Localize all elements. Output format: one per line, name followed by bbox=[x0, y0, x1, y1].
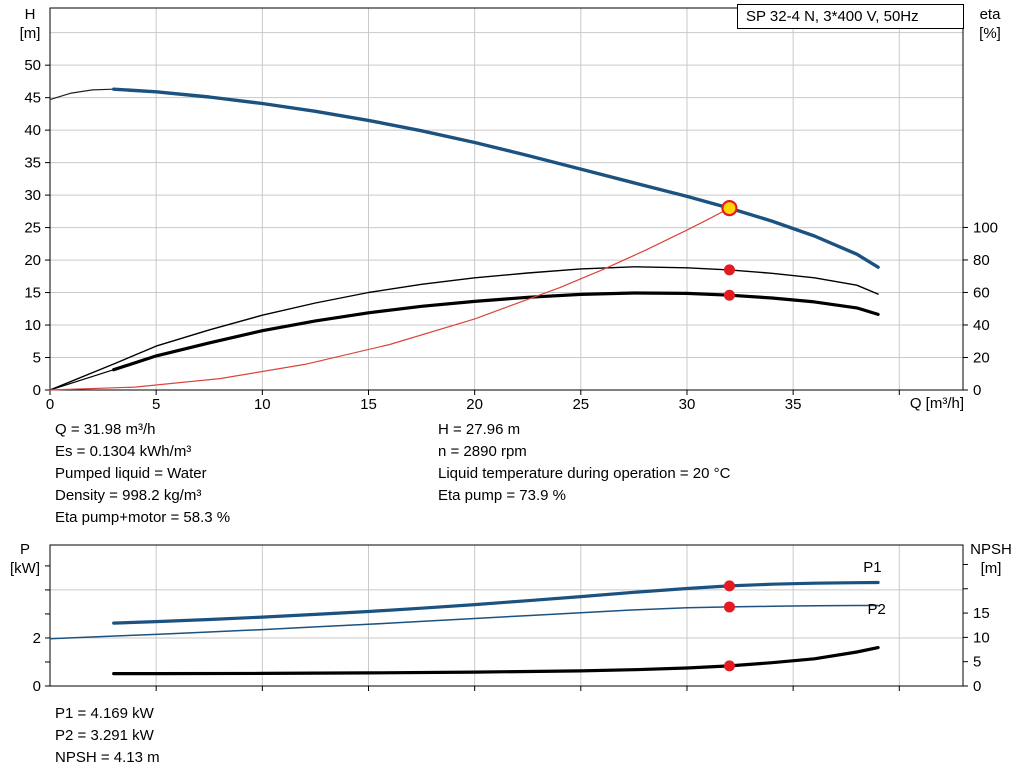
x-tick-label: 20 bbox=[466, 396, 483, 413]
info-density: Density = 998.2 kg/m³ bbox=[55, 487, 202, 504]
power-npsh-chart: 0 2 0 5 10 15 P1 P2 bbox=[33, 544, 990, 695]
y-right-tick-label: 5 bbox=[973, 654, 981, 671]
x-tick-label: 35 bbox=[785, 396, 802, 413]
eta-axis-title: eta [%] bbox=[964, 5, 1016, 43]
p1-duty-dot bbox=[723, 580, 735, 592]
y-right-tick-label: 100 bbox=[973, 219, 998, 236]
series-head-curve-extension bbox=[49, 88, 115, 101]
info-liquid-temperature: Liquid temperature during operation = 20… bbox=[438, 465, 731, 482]
y-right-tick-label: 15 bbox=[973, 605, 990, 622]
y-right-tick-label: 20 bbox=[973, 349, 990, 366]
eta-axis-title-line1: eta bbox=[979, 6, 1001, 23]
duty-info-left-column: Q = 31.98 m³/h Es = 0.1304 kWh/m³ Pumped… bbox=[55, 419, 230, 529]
head-axis-title-line1: H bbox=[24, 6, 36, 23]
plot-frame bbox=[49, 7, 964, 391]
x-tick-label: 15 bbox=[360, 396, 377, 413]
y-left-tick-label: 50 bbox=[24, 57, 41, 74]
y-left-tick-label: 45 bbox=[24, 90, 41, 107]
eta-pump-motor-duty-dot bbox=[723, 289, 735, 301]
info-specific-energy: Es = 0.1304 kWh/m³ bbox=[55, 443, 192, 460]
info-flow: Q = 31.98 m³/h bbox=[55, 421, 156, 438]
plot-frame bbox=[49, 544, 964, 687]
x-tick-label: 25 bbox=[572, 396, 589, 413]
power-axis-title-line1: P bbox=[19, 541, 30, 558]
y-left-tick-label: 25 bbox=[24, 220, 41, 237]
info-npsh: NPSH = 4.13 m bbox=[55, 749, 160, 766]
info-eta-pump: Eta pump = 73.9 % bbox=[438, 487, 566, 504]
npsh-axis-title-line1: NPSH bbox=[970, 541, 1012, 558]
x-tick-label: 30 bbox=[679, 396, 696, 413]
series-eta-pump-curve bbox=[49, 266, 879, 391]
npsh-duty-dot bbox=[723, 660, 735, 672]
power-axis-title: P [kW] bbox=[2, 540, 48, 578]
y-right-tick-label: 80 bbox=[973, 252, 990, 269]
y-left-tick-label: 2 bbox=[33, 630, 41, 647]
info-p2: P2 = 3.291 kW bbox=[55, 727, 154, 744]
y-left-tick-label: 20 bbox=[24, 252, 41, 269]
eta-pump-duty-dot bbox=[723, 264, 735, 276]
series-p2-curve bbox=[49, 604, 879, 640]
curve-label-P2: P2 bbox=[867, 601, 885, 618]
y-right-tick-label: 0 bbox=[973, 678, 981, 695]
y-left-tick-label: 10 bbox=[24, 317, 41, 334]
y-left-tick-label: 30 bbox=[24, 187, 41, 204]
y-left-tick-label: 0 bbox=[33, 382, 41, 399]
y-left-tick-label: 0 bbox=[33, 678, 41, 695]
y-left-tick-label: 35 bbox=[24, 155, 41, 172]
x-tick-label: 10 bbox=[254, 396, 271, 413]
y-left-tick-label: 40 bbox=[24, 122, 41, 139]
head-axis-title-line2: [m] bbox=[19, 25, 41, 42]
series-p1-curve bbox=[112, 580, 880, 625]
curve-label-P1: P1 bbox=[863, 559, 881, 576]
y-right-tick-label: 10 bbox=[973, 629, 990, 646]
y-left-tick-label: 15 bbox=[24, 285, 41, 302]
duty-point-marker bbox=[721, 199, 738, 217]
info-head: H = 27.96 m bbox=[438, 421, 521, 438]
series-system-curve bbox=[49, 207, 731, 391]
x-tick-label: 0 bbox=[46, 396, 54, 413]
x-tick-label: 5 bbox=[152, 396, 160, 413]
npsh-axis-title: NPSH [m] bbox=[960, 540, 1022, 578]
series-npsh-curve bbox=[112, 645, 880, 676]
head-axis-title: H [m] bbox=[10, 5, 50, 43]
eta-axis-title-line2: [%] bbox=[979, 25, 1001, 42]
flow-axis-title: Q [m³/h] bbox=[909, 395, 964, 412]
info-speed: n = 2890 rpm bbox=[438, 443, 527, 460]
npsh-axis-title-line2: [m] bbox=[980, 560, 1002, 577]
y-right-tick-label: 40 bbox=[973, 317, 990, 334]
y-left-tick-label: 5 bbox=[33, 350, 41, 367]
p2-duty-dot bbox=[723, 601, 735, 613]
power-axis-title-line2: [kW] bbox=[10, 560, 40, 577]
series-head-curve bbox=[111, 87, 880, 269]
duty-info-right-column: H = 27.96 m n = 2890 rpm Liquid temperat… bbox=[438, 419, 730, 507]
power-info-column: P1 = 4.169 kW P2 = 3.291 kW NPSH = 4.13 … bbox=[55, 703, 160, 769]
series-eta-pump-motor-extension bbox=[49, 369, 115, 391]
pump-model-label: SP 32-4 N, 3*400 V, 50Hz bbox=[737, 4, 964, 29]
info-eta-pump-motor: Eta pump+motor = 58.3 % bbox=[55, 509, 231, 526]
info-p1: P1 = 4.169 kW bbox=[55, 705, 154, 722]
y-right-tick-label: 0 bbox=[973, 382, 981, 399]
head-efficiency-chart: 0 5 10 15 20 25 30 35 0 5 10 15 20 25 30 35 40 45 50 0 20 40 6… bbox=[24, 7, 998, 413]
info-pumped-liquid: Pumped liquid = Water bbox=[55, 465, 207, 482]
series-eta-pump-motor-curve bbox=[112, 291, 880, 372]
y-right-tick-label: 60 bbox=[973, 284, 990, 301]
